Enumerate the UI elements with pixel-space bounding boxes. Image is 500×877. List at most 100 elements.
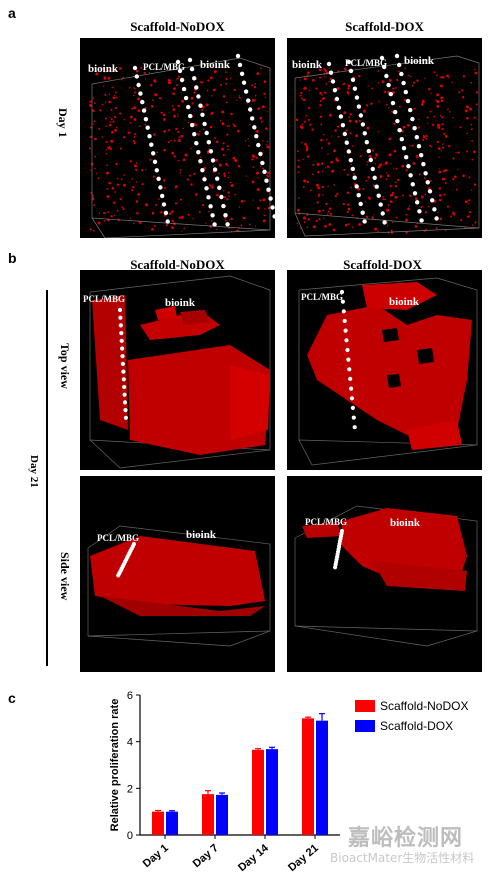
cell-dot [405,231,408,234]
cell-dot [455,188,458,191]
cell-dot [322,194,324,196]
cell-dot [191,218,194,220]
boundary-dot [346,149,351,154]
cell-dot [337,70,340,73]
cell-dot [384,198,387,201]
cell-dot [303,221,306,223]
boundary-dot [198,103,203,108]
boundary-dot [254,134,259,139]
cell-dot [322,133,325,136]
boundary-dot [212,222,217,227]
cell-dot [133,164,137,168]
cell-dot [300,97,303,100]
cell-dot [114,115,117,119]
cell-dot [312,173,314,176]
boundary-dot [349,386,354,391]
cell-dot [175,185,178,188]
cell-dot [247,138,249,140]
cell-dot [123,174,125,176]
cell-dot [321,170,324,173]
cell-dot [221,147,225,151]
label-pcl-mbg: PCL/MBG [97,533,139,543]
cell-dot [319,76,322,79]
cell-dot [237,165,241,168]
cell-dot [354,120,358,124]
boundary-dot [339,289,345,295]
label-bioink: bioink [186,529,216,541]
cell-dot [131,189,133,191]
boundary-dot [210,158,216,163]
boundary-dot [140,99,145,105]
cell-dot [405,213,407,216]
cell-dot [202,128,205,131]
cell-dot [350,186,352,189]
cell-dot [367,176,370,179]
cell-dot [316,162,320,166]
cell-dot [115,126,118,129]
cell-dot [116,96,118,99]
cell-dot [443,193,446,196]
boundary-dot [362,131,367,136]
cell-dot [431,123,435,127]
cell-dot [404,67,406,69]
cell-dot [162,118,166,121]
boundary-dot [378,202,383,207]
boundary-dot [188,113,193,119]
cell-dot [172,210,174,212]
cell-dot [184,119,186,121]
cell-dot [319,91,322,95]
cell-dot [457,168,459,171]
cell-dot [391,231,393,234]
cell-dot [94,167,96,170]
cell-dot [378,100,380,103]
boundary-dot [362,219,367,224]
boundary-dot [268,196,273,201]
cell-dot [112,96,116,100]
cell-dot [133,106,137,110]
boundary-dot [210,213,215,218]
boundary-dot [330,79,336,84]
cell-dot [446,205,450,208]
boundary-dot [151,151,156,156]
cell-dot [104,101,107,104]
cell-dot [439,194,442,197]
cell-dot [114,107,117,110]
cell-dot [471,158,474,161]
boundary-dot [189,66,195,72]
cell-dot [221,110,225,114]
cell-dot [297,171,300,174]
cell-dot [408,205,411,207]
cell-dot [391,110,394,113]
cell-dot [167,78,171,82]
cell-dot [167,81,171,85]
boundary-dot [122,392,127,397]
cell-dot [90,169,92,171]
cell-dot [222,142,225,145]
y-tick-label: 2 [127,783,133,795]
boundary-dot [121,377,126,382]
boundary-dot [405,98,411,104]
boundary-dot [118,315,123,320]
boundary-dot [200,168,205,173]
boundary-dot [246,98,251,103]
cell-dot [209,125,213,129]
cell-dot [228,195,230,198]
cell-dot [436,74,438,77]
cell-dot [430,92,432,94]
cell-dot [406,123,410,127]
cell-dot [425,137,428,140]
boundary-dot [119,338,124,343]
cell-dot [209,183,211,185]
cell-dot [229,181,232,184]
cell-dot [464,200,468,203]
cell-dot [190,183,193,186]
cell-dot [371,87,373,90]
cell-dot [334,195,337,198]
boundary-dot [132,65,138,71]
boundary-dot [408,107,413,113]
cell-dot [357,187,361,191]
cell-dot [305,114,307,117]
cell-dot [413,107,416,110]
cell-dot [372,184,376,187]
cell-dot [143,71,146,75]
